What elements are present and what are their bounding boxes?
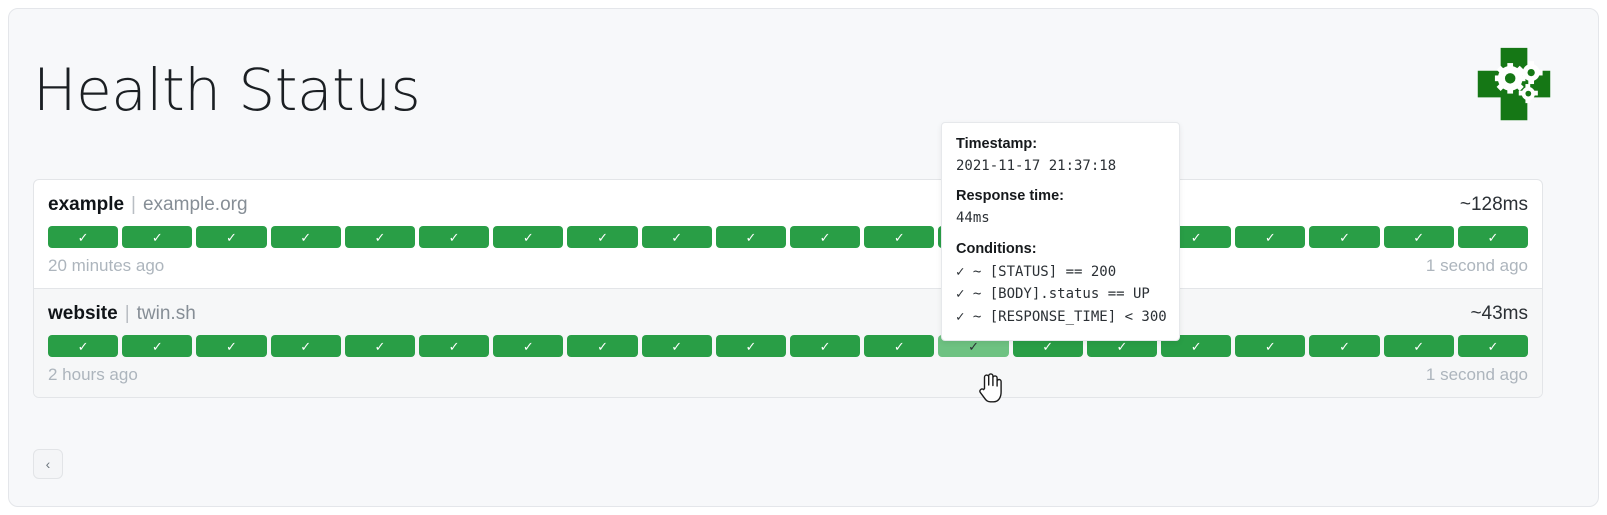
status-bar[interactable]: ✓ bbox=[790, 226, 861, 248]
status-bar[interactable]: ✓ bbox=[1309, 226, 1380, 248]
status-bar[interactable]: ✓ bbox=[270, 226, 341, 248]
endpoint-name: example bbox=[48, 194, 125, 215]
endpoint-name-group: website | twin.sh bbox=[48, 303, 196, 325]
status-bar[interactable]: ✓ bbox=[1457, 335, 1529, 357]
endpoint-group: twin.sh bbox=[136, 303, 196, 324]
status-bar[interactable]: ✓ bbox=[1235, 335, 1306, 357]
endpoint-average-response-time: ~43ms bbox=[1470, 303, 1528, 324]
previous-page-button[interactable]: ‹ bbox=[33, 449, 63, 479]
status-bar[interactable]: ✓ bbox=[122, 226, 193, 248]
status-bar[interactable]: ✓ bbox=[1309, 335, 1380, 357]
tooltip-condition: ✓ ~ [RESPONSE_TIME] < 300 bbox=[956, 308, 1167, 325]
endpoint-separator: | bbox=[124, 303, 130, 324]
endpoint-status-bars: ✓✓✓✓✓✓✓✓✓✓✓✓✓✓✓✓✓✓✓✓ bbox=[48, 335, 1529, 357]
endpoint-average-response-time: ~128ms bbox=[1459, 194, 1528, 215]
status-detail-tooltip: Timestamp: 2021-11-17 21:37:18 Response … bbox=[941, 122, 1180, 341]
status-bar[interactable]: ✓ bbox=[344, 226, 416, 248]
tooltip-response-time-label: Response time: bbox=[956, 188, 1064, 205]
status-bar[interactable]: ✓ bbox=[196, 335, 267, 357]
endpoint-header: website | twin.sh ~43ms bbox=[48, 303, 1528, 327]
endpoint-name: website bbox=[48, 303, 118, 324]
status-bar[interactable]: ✓ bbox=[1383, 335, 1454, 357]
endpoint-group: example.org bbox=[142, 194, 248, 215]
oldest-timestamp: 20 minutes ago bbox=[48, 256, 165, 275]
tooltip-response-time-value: 44ms bbox=[956, 210, 990, 227]
status-bar[interactable]: ✓ bbox=[1235, 226, 1306, 248]
endpoint-timestamps: 20 minutes ago 1 second ago bbox=[48, 256, 1528, 278]
status-bar[interactable]: ✓ bbox=[419, 335, 490, 357]
pagination: ‹ bbox=[33, 449, 63, 479]
endpoint-row-website: website | twin.sh ~43ms ✓ ✓ ✓ ✓ ✓ ✓ ✓ ✓ ✓ ✓ ✓ ✓ ✓ ✓ ✓ ✓… bbox=[34, 288, 1542, 397]
page-header: Health Status bbox=[9, 9, 1598, 159]
tooltip-timestamp-label: Timestamp: bbox=[956, 136, 1038, 152]
oldest-timestamp: 2 hours ago bbox=[48, 365, 138, 384]
chevron-left-icon: ‹ bbox=[45, 456, 51, 472]
status-bar[interactable]: ✓ bbox=[864, 335, 935, 357]
status-bar[interactable]: ✓ bbox=[419, 226, 490, 248]
newest-timestamp: 1 second ago bbox=[1425, 256, 1528, 275]
tooltip-spacer bbox=[956, 177, 1167, 186]
tooltip-conditions-label: Conditions: bbox=[956, 240, 1037, 257]
endpoint-row-example: example | example.org ~128ms ✓ ✓ ✓ ✓ ✓ ✓ ✓ ✓ ✓ ✓ ✓… bbox=[34, 180, 1542, 288]
endpoint-status-list: example | example.org ~128ms ✓ ✓ ✓ ✓ ✓ ✓ ✓ ✓ ✓ ✓ ✓… bbox=[33, 179, 1543, 398]
status-bar[interactable]: ✓ bbox=[1161, 335, 1232, 357]
status-bar[interactable]: ✓ bbox=[1383, 226, 1454, 248]
status-bar[interactable]: ✓ bbox=[122, 335, 193, 357]
status-bar[interactable]: ✓ bbox=[48, 226, 119, 248]
status-bar[interactable]: ✓ bbox=[567, 226, 638, 248]
endpoint-status-bars: ✓✓✓✓✓✓✓✓✓✓✓✓✓✓✓✓✓✓✓✓ bbox=[48, 226, 1529, 248]
status-bar[interactable]: ✓ bbox=[48, 335, 119, 357]
status-bar[interactable]: ✓ bbox=[715, 226, 787, 248]
status-bar[interactable]: ✓ bbox=[493, 226, 564, 248]
tooltip-condition: ✓ ~ [STATUS] == 200 bbox=[956, 263, 1117, 280]
status-bar[interactable]: ✓ bbox=[270, 335, 341, 357]
page-title: Health Status bbox=[33, 56, 421, 124]
endpoint-timestamps: 2 hours ago 1 second ago bbox=[48, 365, 1528, 387]
endpoint-header: example | example.org ~128ms bbox=[48, 194, 1528, 218]
status-bar[interactable]: ✓ bbox=[344, 335, 416, 357]
green-cross-gears-logo bbox=[1466, 44, 1562, 126]
status-bar[interactable]: ✓ bbox=[641, 335, 712, 357]
tooltip-spacer bbox=[956, 230, 1167, 239]
endpoint-name-group: example | example.org bbox=[48, 194, 248, 216]
status-bar[interactable]: ✓ bbox=[790, 335, 861, 357]
tooltip-conditions-list: ✓ ~ [STATUS] == 200 ✓ ~ [BODY].status == … bbox=[956, 261, 1167, 329]
newest-timestamp: 1 second ago bbox=[1425, 365, 1528, 384]
status-bar[interactable]: ✓ bbox=[641, 226, 712, 248]
health-status-page: Health Status bbox=[8, 8, 1599, 507]
status-bar[interactable]: ✓ bbox=[1457, 226, 1529, 248]
endpoint-separator: | bbox=[131, 194, 136, 215]
status-bar[interactable]: ✓ bbox=[493, 335, 564, 357]
status-bar[interactable]: ✓ bbox=[715, 335, 787, 357]
status-bar[interactable]: ✓ bbox=[196, 226, 267, 248]
tooltip-condition: ✓ ~ [BODY].status == UP bbox=[956, 286, 1150, 303]
status-bar[interactable]: ✓ bbox=[567, 335, 638, 357]
status-bar[interactable]: ✓ bbox=[864, 226, 935, 248]
tooltip-timestamp-value: 2021-11-17 21:37:18 bbox=[956, 157, 1117, 174]
